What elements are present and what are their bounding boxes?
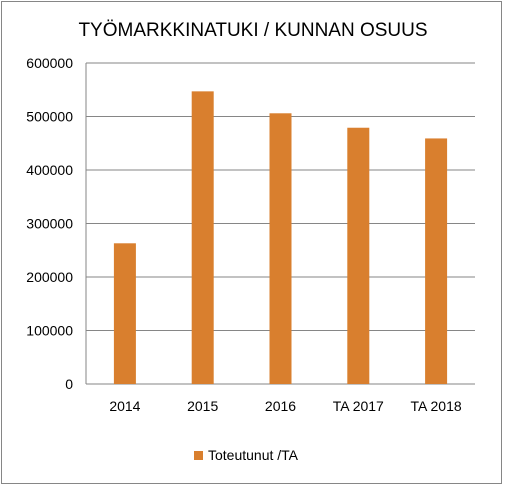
y-tick-label: 600000 (26, 55, 73, 71)
y-tick-label: 200000 (26, 269, 73, 285)
y-tick-label: 100000 (26, 323, 73, 339)
y-tick-label: 300000 (26, 216, 73, 232)
bar-2014 (113, 243, 136, 384)
y-axis-ticks: 0 100000 200000 300000 400000 500000 600000 (26, 55, 73, 392)
legend-label: Toteutunut /TA (208, 447, 299, 463)
legend-swatch (194, 451, 203, 460)
y-tick-label: 400000 (26, 162, 73, 178)
x-tick-label: TA 2018 (411, 398, 462, 414)
bar-2015 (191, 91, 214, 384)
legend: Toteutunut /TA (194, 447, 299, 463)
chart-title: TYÖMARKKINATUKI / KUNNAN OSUUS (78, 20, 427, 41)
bar-ta-2017 (347, 127, 370, 385)
bar-2016 (269, 113, 292, 384)
x-tick-label: TA 2017 (333, 398, 384, 414)
x-tick-label: 2015 (187, 398, 218, 414)
bar-series (113, 91, 448, 385)
x-tick-label: 2016 (265, 398, 296, 414)
x-axis-ticks: 2014 2015 2016 TA 2017 TA 2018 (109, 398, 462, 414)
y-tick-label: 0 (65, 376, 73, 392)
x-tick-label: 2014 (109, 398, 140, 414)
y-tick-label: 500000 (26, 109, 73, 125)
bar-ta-2018 (425, 138, 448, 384)
